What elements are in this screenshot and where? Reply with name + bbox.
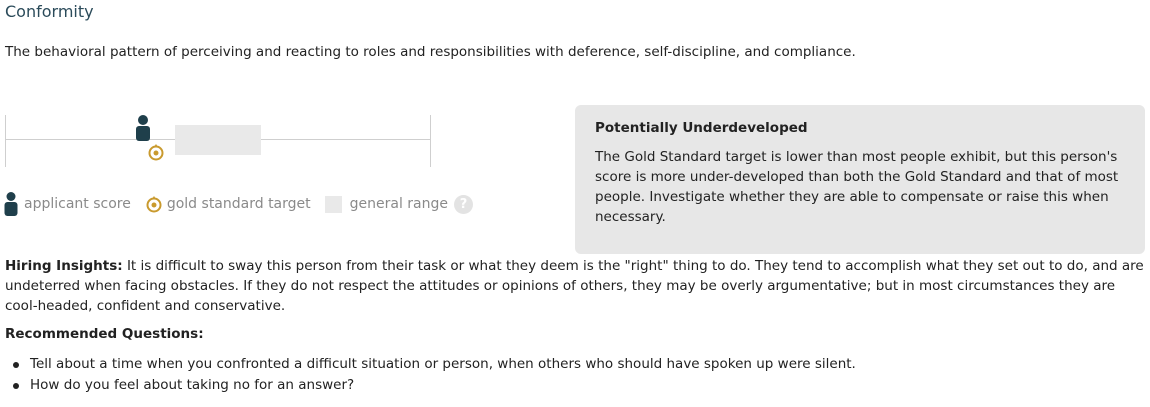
legend-range: general range ?: [324, 194, 474, 214]
hiring-insights: Hiring Insights: It is difficult to sway…: [5, 256, 1145, 316]
target-icon: [148, 144, 164, 161]
assessment-info-box: Potentially Underdeveloped The Gold Stan…: [575, 105, 1145, 254]
hiring-insights-text: It is difficult to sway this person from…: [5, 258, 1144, 314]
person-icon: [136, 115, 151, 141]
scale-left-tick: [5, 115, 6, 167]
question-item: How do you feel about taking no for an a…: [12, 375, 856, 396]
legend-target: gold standard target: [145, 195, 311, 213]
legend-target-label: gold standard target: [166, 196, 311, 212]
target-icon: [146, 196, 162, 213]
score-chart: [5, 110, 431, 170]
chart-legend: applicant score gold standard target gen…: [4, 192, 487, 216]
recommended-questions-heading: Recommended Questions:: [5, 326, 204, 342]
legend-applicant-label: applicant score: [24, 196, 131, 212]
help-icon[interactable]: ?: [454, 194, 474, 214]
legend-applicant: applicant score: [4, 192, 131, 216]
person-icon: [4, 192, 18, 216]
hiring-insights-label: Hiring Insights:: [5, 258, 123, 274]
assessment-heading: Potentially Underdeveloped: [595, 120, 808, 136]
scale-right-tick: [430, 115, 431, 167]
trait-description: The behavioral pattern of perceiving and…: [5, 44, 856, 60]
assessment-body: The Gold Standard target is lower than m…: [595, 149, 1119, 225]
applicant-score-marker: [135, 115, 151, 141]
range-swatch: [324, 195, 342, 213]
gold-standard-target-marker: [147, 143, 165, 161]
recommended-questions-list: Tell about a time when you confronted a …: [12, 354, 856, 396]
legend-range-label: general range: [349, 196, 449, 212]
general-range-bar: [175, 125, 261, 155]
trait-title: Conformity: [5, 2, 94, 21]
question-item: Tell about a time when you confronted a …: [12, 354, 856, 375]
